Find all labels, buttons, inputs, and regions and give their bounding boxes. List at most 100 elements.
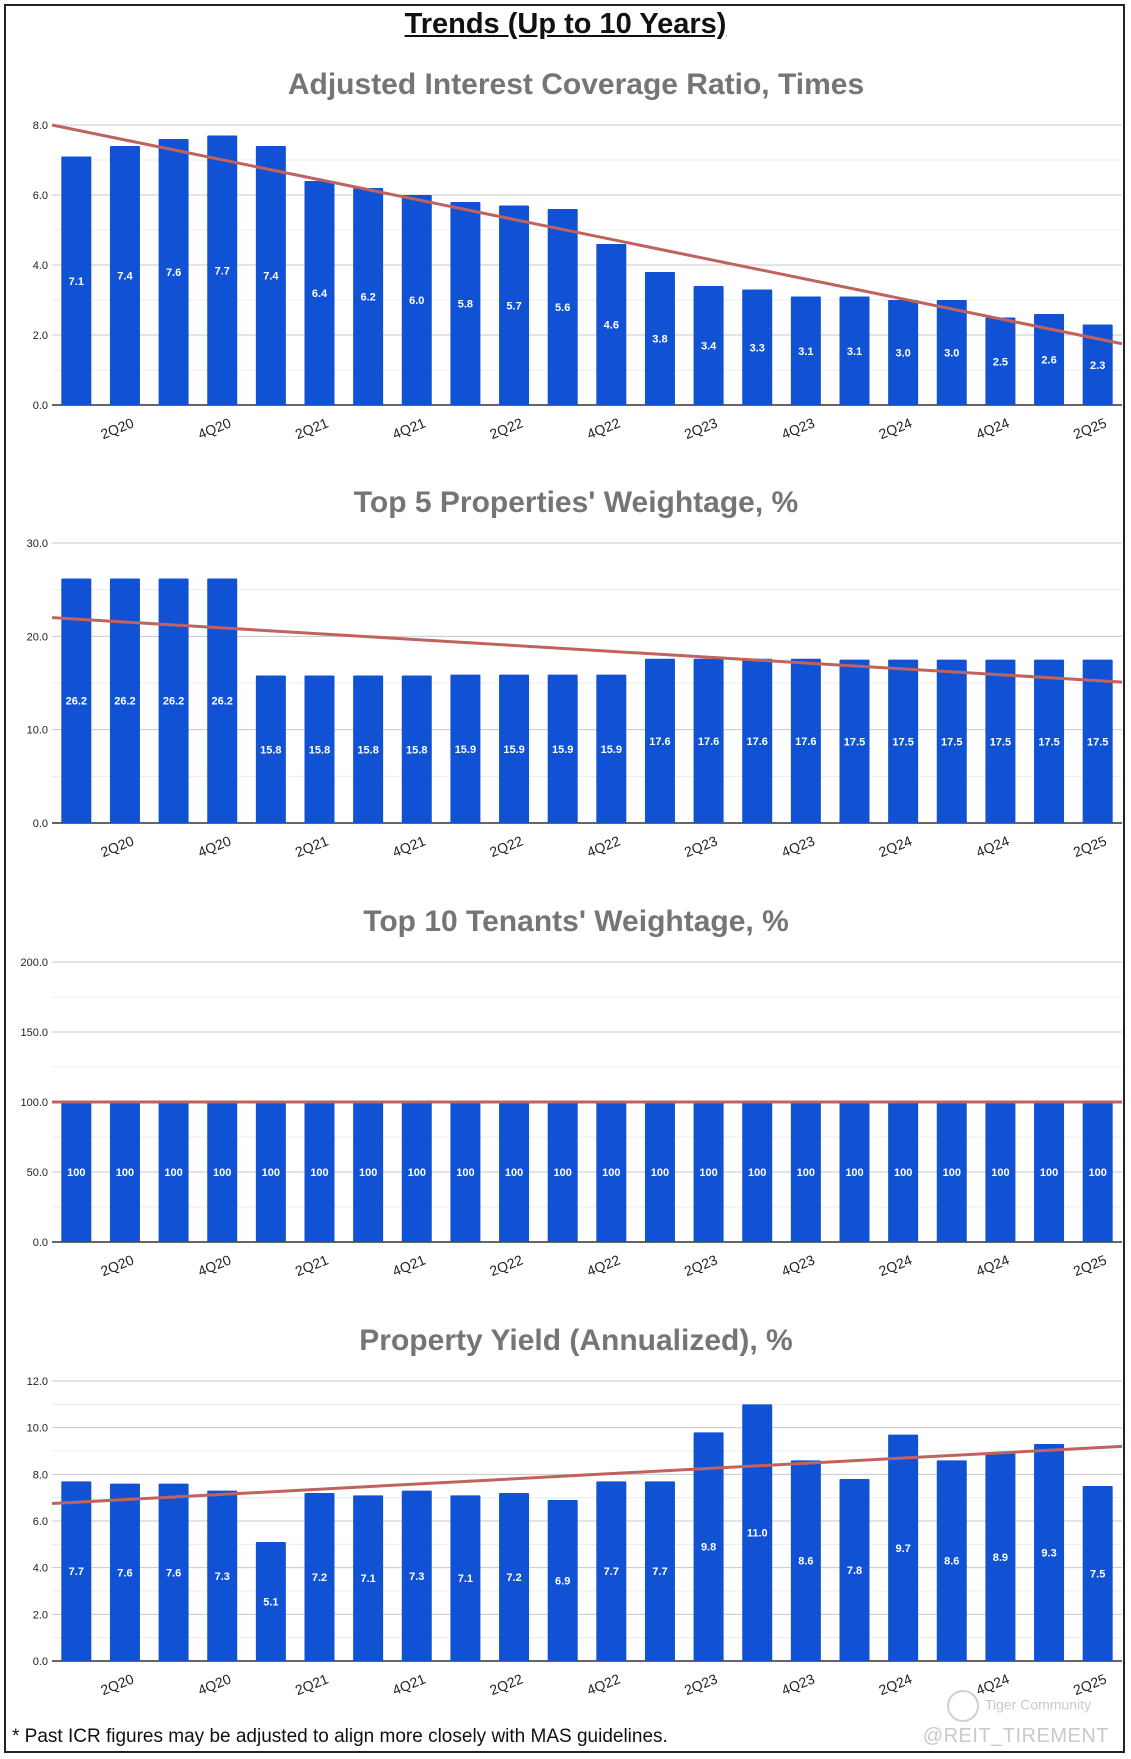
y-tick-label: 0.0 [33,818,48,830]
bar-data-label: 11.0 [747,1528,768,1540]
bar [304,1493,335,1661]
bar-data-label: 7.1 [458,1573,473,1585]
bar [450,1495,481,1661]
x-tick-label: 2Q25 [1071,1251,1109,1279]
bar [693,286,724,405]
bar [839,659,870,823]
watermark: @REIT_TIREMENT [922,1725,1109,1747]
bar-data-label: 7.7 [215,265,230,277]
x-tick-label: 4Q20 [195,832,233,860]
page-frame [4,4,1125,1753]
x-tick-label: 2Q22 [487,1670,525,1698]
bar [255,146,286,405]
x-tick-label: 4Q22 [585,1670,623,1698]
bar-data-label: 3.8 [652,334,667,346]
bar [353,675,384,823]
bar [207,1490,238,1661]
bar [644,1481,675,1661]
bar [644,272,675,405]
x-tick-label: 4Q23 [779,414,817,442]
chart-title: Adjusted Interest Coverage Ratio, Times [288,68,864,101]
bar-data-label: 100 [845,1167,863,1179]
bar [936,1102,967,1242]
y-tick-label: 8.0 [33,120,48,132]
bar-data-label: 5.6 [555,302,570,314]
y-tick-label: 2.0 [33,330,48,342]
chart-property-yield: Property Yield (Annualized), % 0.0 2.0 4.0 6… [0,1316,1131,1726]
bar-data-label: 15.8 [309,744,330,756]
bar-data-label: 100 [213,1167,231,1179]
y-tick-label: 50.0 [27,1167,48,1179]
bar [839,1479,870,1661]
bar-data-label: 7.6 [166,267,181,279]
bar [401,195,432,405]
bar [888,1102,919,1242]
bar-data-label: 15.8 [357,744,378,756]
trendline [51,1444,1123,1505]
bar [1034,1444,1065,1661]
x-tick-label: 2Q21 [293,1670,331,1698]
x-tick-label: 4Q24 [974,1251,1012,1279]
chart-interest-coverage: Adjusted Interest Coverage Ratio, Times 0… [0,60,1131,470]
bar-data-label: 2.5 [993,356,1008,368]
bar [255,1102,286,1242]
bar [888,300,919,405]
page-title: Trends (Up to 10 Years) [404,8,727,40]
bar-data-label: 7.5 [1090,1569,1105,1581]
x-tick-label: 4Q20 [195,414,233,442]
x-tick-label: 2Q21 [293,414,331,442]
bar-data-label: 100 [991,1167,1009,1179]
bar-data-label: 7.7 [652,1566,667,1578]
bar [596,674,627,823]
x-tick-label: 2Q21 [293,832,331,860]
y-tick-label: 20.0 [27,631,48,643]
bar-data-label: 26.2 [66,696,87,708]
bar-data-label: 6.0 [409,295,424,307]
bar-data-label: 100 [943,1167,961,1179]
bar [693,1432,724,1661]
bar-data-label: 5.1 [263,1597,278,1609]
bar [401,1490,432,1661]
chart-top5-properties: Top 5 Properties' Weightage, % 0.0 10.0 20.… [0,478,1131,888]
x-tick-label: 2Q24 [876,1251,914,1279]
bar [450,674,481,823]
x-tick-label: 2Q23 [682,414,720,442]
bar-data-label: 100 [651,1167,669,1179]
bar [158,139,189,405]
x-tick-label: 4Q24 [974,832,1012,860]
y-tick-label: 6.0 [33,190,48,202]
x-tick-label: 2Q25 [1071,414,1109,442]
bar [742,1404,773,1661]
bar [401,1102,432,1242]
x-tick-label: 2Q24 [876,1670,914,1698]
bar [1034,659,1065,823]
bar [401,675,432,823]
bar [109,1483,140,1661]
x-tick-label: 2Q25 [1071,832,1109,860]
y-tick-label: 0.0 [33,1237,48,1249]
bar [61,1102,92,1242]
bar [985,1102,1016,1242]
bar-data-label: 100 [1040,1167,1058,1179]
x-tick-label: 2Q22 [487,1251,525,1279]
chart-svg: Top 10 Tenants' Weightage, % 0.0 50.0 100.0… [20,905,1122,1279]
y-tick-label: 0.0 [33,400,48,412]
y-tick-label: 4.0 [33,260,48,272]
bar [547,1500,578,1661]
x-tick-label: 2Q23 [682,1670,720,1698]
bar [693,658,724,823]
bar-data-label: 100 [359,1167,377,1179]
bar [596,244,627,405]
bar-data-label: 17.5 [1038,736,1059,748]
bar [158,1102,189,1242]
bar-data-label: 100 [164,1167,182,1179]
bar-data-label: 100 [67,1167,85,1179]
bar-data-label: 17.5 [941,736,962,748]
x-tick-label: 2Q22 [487,414,525,442]
bar [596,1481,627,1661]
bar-data-label: 7.1 [69,276,84,288]
bar-data-label: 3.3 [750,342,765,354]
bar-data-label: 7.4 [117,271,133,283]
trendline [51,616,1123,684]
bar [985,1453,1016,1661]
